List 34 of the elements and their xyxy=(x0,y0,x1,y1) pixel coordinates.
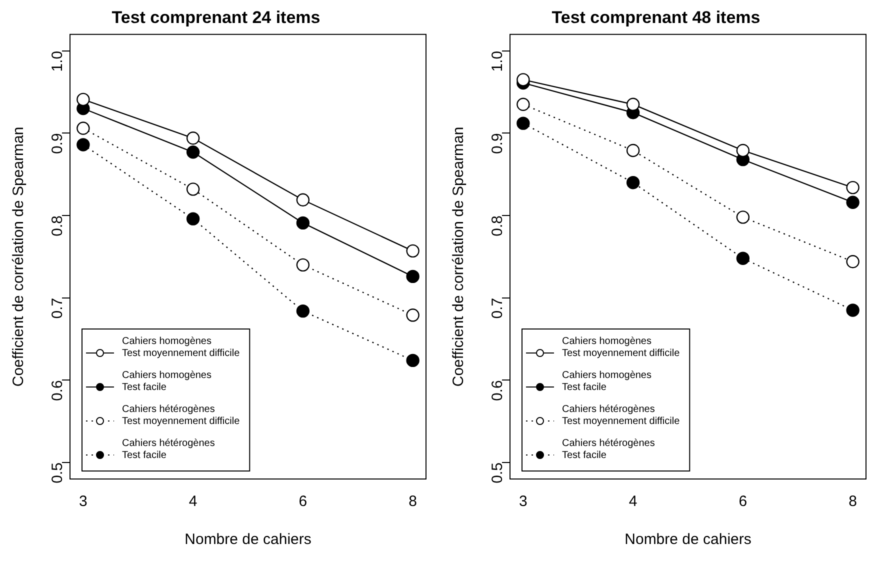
legend-label: Cahiers hétérogènes Test facile xyxy=(562,438,655,461)
legend-label: Cahiers homogènes Test moyennement difficile xyxy=(122,336,240,359)
x-tick-label: 3 xyxy=(79,493,88,510)
y-tick-label: 1.0 xyxy=(49,50,66,72)
legend-label: Cahiers homogènes Test moyennement difficile xyxy=(562,336,680,359)
legend-label: Cahiers homogènes Test facile xyxy=(122,370,212,393)
legend-label: Cahiers hétérogènes Test facile xyxy=(122,438,215,461)
x-tick-label: 4 xyxy=(628,493,638,510)
y-tick-label: 0.7 xyxy=(489,298,506,319)
y-tick-label: 0.9 xyxy=(49,133,66,154)
legend-label: Cahiers hétérogènes Test moyennement difficile xyxy=(122,404,240,427)
x-tick-label: 4 xyxy=(188,493,198,510)
x-axis-title: Nombre de cahiers xyxy=(624,531,752,548)
y-tick-label: 0.9 xyxy=(489,133,506,154)
legend-label: Cahiers hétérogènes Test moyennement difficile xyxy=(562,404,680,427)
y-axis-title: Coefficient de corrélation de Spearman xyxy=(10,126,28,387)
y-axis-title: Coefficient de corrélation de Spearman xyxy=(450,126,468,387)
y-tick-label: 0.8 xyxy=(49,216,66,236)
x-tick-label: 6 xyxy=(298,493,308,510)
x-tick-label: 8 xyxy=(408,493,417,510)
y-tick-label: 0.7 xyxy=(49,298,66,319)
chart-title: Test comprenant 24 items xyxy=(112,8,320,27)
x-axis-title: Nombre de cahiers xyxy=(184,531,312,548)
y-tick-label: 0.5 xyxy=(489,462,506,484)
y-tick-label: 0.5 xyxy=(49,462,66,484)
x-tick-label: 3 xyxy=(519,493,528,510)
y-tick-label: 0.6 xyxy=(49,380,66,402)
y-tick-label: 1.0 xyxy=(489,50,506,72)
y-tick-label: 0.6 xyxy=(489,380,506,402)
x-tick-label: 6 xyxy=(738,493,748,510)
chart-title: Test comprenant 48 items xyxy=(552,8,760,27)
legend-label: Cahiers homogènes Test facile xyxy=(562,370,652,393)
x-tick-label: 8 xyxy=(848,493,857,510)
y-tick-label: 0.8 xyxy=(489,216,506,236)
